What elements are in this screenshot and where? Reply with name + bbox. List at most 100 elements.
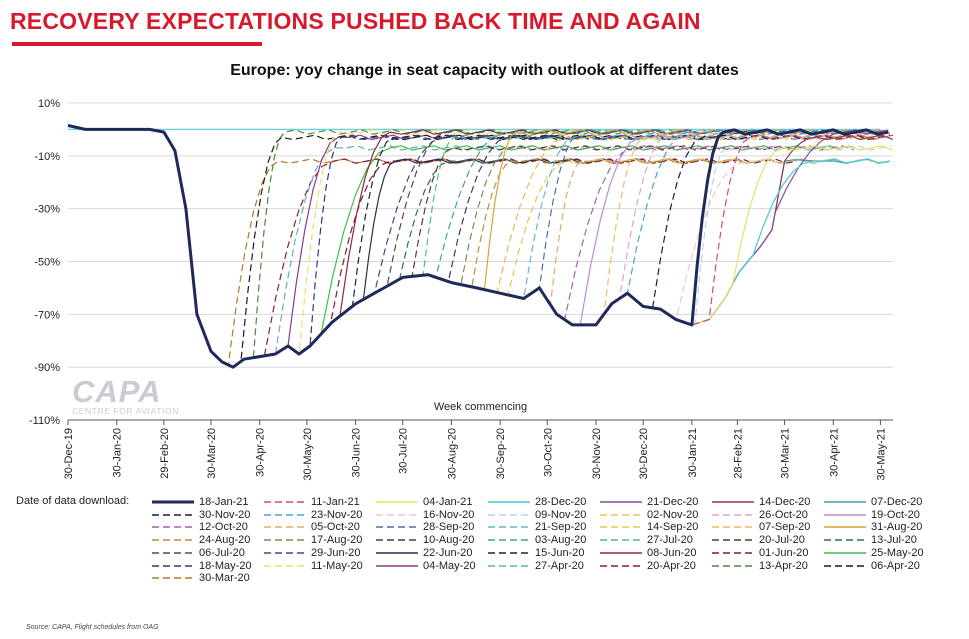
legend-label: 04-Jan-21 xyxy=(423,496,473,508)
legend-item: 21-Dec-20 xyxy=(598,495,698,509)
legend-swatch xyxy=(712,501,754,503)
x-tick-label: 30-Jul-20 xyxy=(398,428,410,474)
x-tick-label: 30-May-21 xyxy=(875,428,887,481)
legend-swatch xyxy=(824,526,866,529)
x-tick-label: 30-Dec-20 xyxy=(638,428,650,479)
legend-item: 23-Nov-20 xyxy=(262,508,362,522)
y-tick-label: -30% xyxy=(34,204,60,216)
legend-item: 06-Apr-20 xyxy=(822,559,920,573)
legend-label: 03-Aug-20 xyxy=(535,534,587,547)
legend-item: 01-Jun-20 xyxy=(710,546,809,560)
legend-swatch xyxy=(152,513,194,516)
legend-item: 07-Dec-20 xyxy=(822,495,922,509)
legend-swatch xyxy=(264,513,306,516)
series-line-11-may-20 xyxy=(67,124,594,368)
x-tick-label: 30-Jan-20 xyxy=(112,428,124,478)
legend-label: 09-Nov-20 xyxy=(535,508,587,521)
legend-swatch xyxy=(376,501,418,503)
legend-swatch xyxy=(264,539,306,541)
legend-item: 03-Aug-20 xyxy=(486,533,586,547)
legend-swatch xyxy=(712,526,754,529)
legend-item: 31-Aug-20 xyxy=(822,520,922,534)
legend-swatch xyxy=(600,513,642,516)
legend-swatch xyxy=(824,539,866,541)
legend-label: 15-Jun-20 xyxy=(535,546,585,559)
legend-label: 12-Oct-20 xyxy=(199,521,248,534)
y-tick-label: -90% xyxy=(34,362,60,374)
legend-label: 31-Aug-20 xyxy=(871,521,923,534)
legend-swatch xyxy=(264,564,306,567)
legend-swatch xyxy=(712,552,754,554)
legend-swatch xyxy=(152,564,194,567)
legend-item: 09-Nov-20 xyxy=(486,508,586,522)
legend-item: 27-Jul-20 xyxy=(598,533,693,547)
legend-item: 04-Jan-21 xyxy=(374,495,473,509)
legend-label: 21-Sep-20 xyxy=(535,521,587,534)
legend-item: 22-Jun-20 xyxy=(374,546,473,560)
legend-item: 18-Jan-21 xyxy=(150,495,249,509)
legend-item: 28-Sep-20 xyxy=(374,520,474,534)
legend-label: 18-Jan-21 xyxy=(199,496,249,508)
series-line-18-jan-21 xyxy=(67,124,889,369)
series-line-24-aug-20 xyxy=(67,124,733,368)
legend-swatch xyxy=(152,552,194,554)
legend-swatch xyxy=(600,564,642,567)
legend-label: 05-Oct-20 xyxy=(311,521,360,534)
legend-label: 20-Jul-20 xyxy=(759,534,805,547)
x-tick-label: 30-Apr-20 xyxy=(255,428,267,477)
legend-label: 30-Nov-20 xyxy=(199,508,251,521)
series-line-30-mar-20 xyxy=(67,124,499,366)
series-line-21-sep-20 xyxy=(67,124,894,368)
series-line-27-jul-20 xyxy=(67,124,829,368)
legend-label: 11-Jan-21 xyxy=(311,496,360,508)
legend-item: 20-Jul-20 xyxy=(710,533,805,547)
legend-item: 17-Aug-20 xyxy=(262,533,362,547)
series-line-18-may-20 xyxy=(67,124,562,368)
legend-swatch xyxy=(488,501,530,503)
legend-item: 13-Apr-20 xyxy=(710,559,808,573)
chart-title: Europe: yoy change in seat capacity with… xyxy=(230,62,739,79)
legend-item: 06-Jul-20 xyxy=(150,546,245,560)
legend-label: 06-Apr-20 xyxy=(871,559,920,572)
y-tick-label: -10% xyxy=(34,151,60,163)
legend-item: 11-May-20 xyxy=(262,559,363,573)
legend-label: 27-Jul-20 xyxy=(647,534,693,547)
legend-item: 08-Jun-20 xyxy=(598,546,697,560)
legend-swatch xyxy=(264,552,306,554)
source-note: Source: CAPA, Flight schedules from OAG xyxy=(26,624,159,631)
series-line-06-apr-20 xyxy=(67,124,733,368)
legend-label: 27-Apr-20 xyxy=(535,559,584,572)
series-line-20-jul-20 xyxy=(67,124,861,368)
x-axis-label: Week commencing xyxy=(434,401,527,413)
x-tick-label: 30-Dec-19 xyxy=(63,428,75,479)
legend-label: 07-Sep-20 xyxy=(759,521,811,534)
x-tick-label: 30-Jun-20 xyxy=(351,428,363,478)
legend-swatch xyxy=(264,526,306,529)
legend-item: 28-Dec-20 xyxy=(486,495,586,509)
legend-item: 30-Nov-20 xyxy=(150,508,250,522)
legend-label: 21-Dec-20 xyxy=(647,496,699,508)
legend-label: 23-Nov-20 xyxy=(311,508,363,521)
y-tick-label: 10% xyxy=(38,98,60,110)
legend-item: 24-Aug-20 xyxy=(150,533,250,547)
x-tick-label: 30-Jan-21 xyxy=(687,428,699,478)
legend-item: 07-Sep-20 xyxy=(710,520,810,534)
legend-swatch xyxy=(600,539,642,541)
x-tick-label: 30-May-20 xyxy=(302,428,314,481)
legend-label: 02-Nov-20 xyxy=(647,508,699,521)
watermark-tagline: CENTRE FOR AVIATION xyxy=(72,406,179,416)
legend-item: 29-Jun-20 xyxy=(262,546,361,560)
legend-label: 10-Aug-20 xyxy=(423,534,475,547)
legend-item: 02-Nov-20 xyxy=(598,508,698,522)
legend-label: 14-Sep-20 xyxy=(647,521,699,534)
y-tick-label: -110% xyxy=(29,415,60,427)
legend-label: 11-May-20 xyxy=(311,559,363,572)
legend-label: 19-Oct-20 xyxy=(871,508,920,521)
watermark-brand: CAPA xyxy=(72,374,162,409)
legend-swatch xyxy=(152,577,194,579)
legend-heading: Date of data download: xyxy=(16,495,130,507)
legend-label: 28-Sep-20 xyxy=(423,521,475,534)
capa-watermark-logo: CAPA CENTRE FOR AVIATION xyxy=(72,374,202,416)
legend-label: 28-Dec-20 xyxy=(535,496,587,508)
legend-item: 14-Sep-20 xyxy=(598,520,698,534)
